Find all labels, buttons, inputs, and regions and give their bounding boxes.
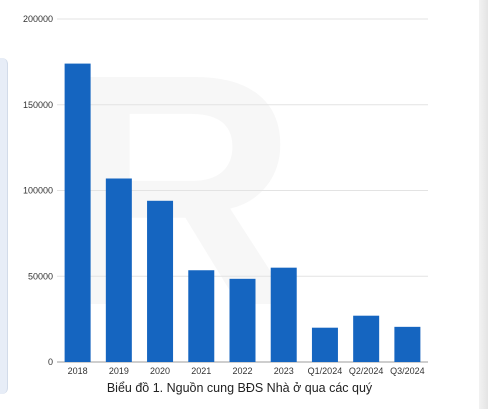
y-tick-label: 200000 — [23, 14, 53, 24]
x-tick-label: 2018 — [68, 366, 88, 376]
x-tick-label: Q1/2024 — [308, 366, 343, 376]
chart-caption: Biểu đồ 1. Nguồn cung BĐS Nhà ở qua các … — [106, 381, 373, 395]
x-tick-label: 2020 — [150, 366, 170, 376]
x-tick-label: 2022 — [232, 366, 252, 376]
bar-Q1-2024 — [311, 327, 338, 362]
bar-2021 — [188, 270, 215, 362]
x-tick-label: 2023 — [274, 366, 294, 376]
left-edge-panel — [0, 58, 8, 394]
y-tick-label: 100000 — [23, 186, 53, 196]
y-tick-label: 150000 — [23, 100, 53, 110]
bar-2022 — [229, 278, 256, 362]
y-tick-label: 50000 — [28, 271, 53, 281]
bar-2020 — [147, 200, 174, 362]
x-tick-label: 2021 — [191, 366, 211, 376]
bar-2019 — [105, 178, 132, 362]
bar-2023 — [270, 267, 297, 362]
y-axis-ticks: 0 50000 100000 150000 200000 — [23, 14, 53, 367]
bar-Q3-2024 — [394, 326, 421, 362]
x-axis-ticks: 2018 2019 2020 2021 2022 2023 Q1/2024 Q2/2024 Q3… — [68, 366, 425, 376]
bars — [64, 63, 421, 363]
x-tick-label: 2019 — [109, 366, 129, 376]
x-tick-label: Q2/2024 — [349, 366, 384, 376]
x-tick-label: Q3/2024 — [390, 366, 425, 376]
right-edge-panel — [479, 0, 488, 409]
bar-Q2-2024 — [353, 315, 380, 362]
bar-2018 — [64, 63, 91, 363]
y-tick-label: 0 — [48, 357, 53, 367]
